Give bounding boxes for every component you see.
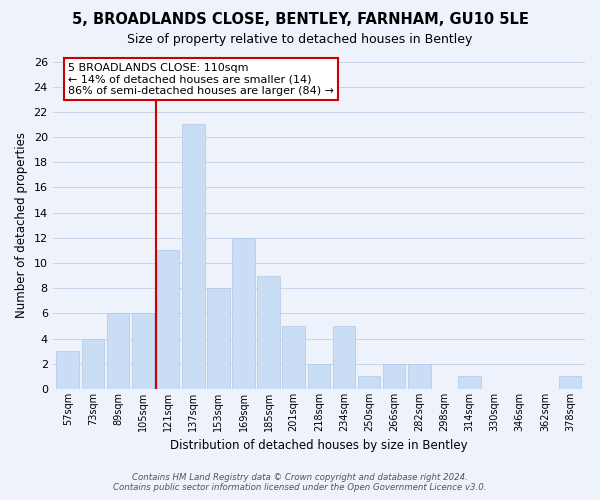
Bar [56, 351, 79, 389]
Text: 5, BROADLANDS CLOSE, BENTLEY, FARNHAM, GU10 5LE: 5, BROADLANDS CLOSE, BENTLEY, FARNHAM, G… [71, 12, 529, 28]
Bar [308, 364, 330, 389]
X-axis label: Distribution of detached houses by size in Bentley: Distribution of detached houses by size … [170, 440, 467, 452]
Bar [332, 326, 355, 389]
Bar [458, 376, 481, 389]
Bar [207, 288, 230, 389]
Bar [408, 364, 431, 389]
Bar [559, 376, 581, 389]
Bar [283, 326, 305, 389]
Bar [257, 276, 280, 389]
Bar [82, 338, 104, 389]
Bar [157, 250, 179, 389]
Bar [182, 124, 205, 389]
Text: Contains HM Land Registry data © Crown copyright and database right 2024.
Contai: Contains HM Land Registry data © Crown c… [113, 473, 487, 492]
Bar [132, 314, 154, 389]
Text: Size of property relative to detached houses in Bentley: Size of property relative to detached ho… [127, 32, 473, 46]
Bar [107, 314, 129, 389]
Bar [232, 238, 255, 389]
Text: 5 BROADLANDS CLOSE: 110sqm
← 14% of detached houses are smaller (14)
86% of semi: 5 BROADLANDS CLOSE: 110sqm ← 14% of deta… [68, 63, 334, 96]
Y-axis label: Number of detached properties: Number of detached properties [15, 132, 28, 318]
Bar [383, 364, 406, 389]
Bar [358, 376, 380, 389]
